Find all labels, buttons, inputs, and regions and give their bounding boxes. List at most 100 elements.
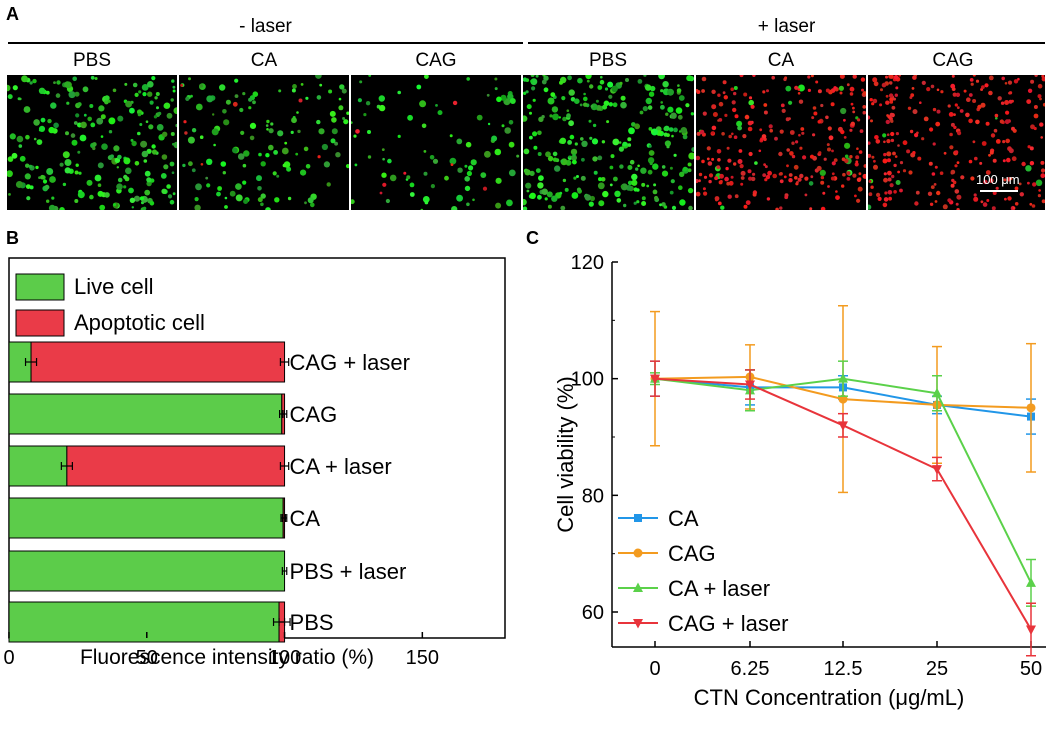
cell-speckle bbox=[742, 134, 747, 139]
cell-speckle bbox=[147, 91, 153, 97]
cell-speckle bbox=[464, 185, 471, 192]
cell-speckle bbox=[762, 173, 767, 177]
cell-speckle bbox=[957, 131, 962, 136]
cell-speckle bbox=[802, 155, 807, 160]
cell-speckle bbox=[129, 107, 135, 114]
cell-speckle bbox=[206, 183, 211, 188]
cell-speckle bbox=[82, 86, 89, 93]
cell-speckle bbox=[46, 199, 50, 203]
cell-speckle bbox=[170, 132, 175, 136]
cell-speckle bbox=[125, 167, 132, 175]
cell-speckle bbox=[501, 124, 505, 128]
cell-speckle bbox=[789, 151, 794, 156]
cell-speckle bbox=[334, 141, 338, 146]
cell-speckle bbox=[145, 120, 149, 123]
cell-speckle bbox=[743, 92, 748, 97]
cell-speckle bbox=[717, 93, 721, 97]
cell-speckle bbox=[699, 129, 705, 135]
cell-speckle bbox=[641, 182, 646, 187]
cell-speckle bbox=[965, 112, 970, 118]
cell-speckle bbox=[90, 122, 96, 128]
data-point bbox=[838, 373, 848, 383]
cell-speckle bbox=[420, 208, 424, 210]
cell-speckle bbox=[166, 184, 171, 189]
cell-speckle bbox=[172, 85, 176, 89]
cell-speckle bbox=[382, 182, 387, 187]
cell-speckle bbox=[797, 177, 802, 182]
cell-speckle bbox=[79, 134, 87, 142]
cell-speckle bbox=[723, 95, 728, 100]
cell-speckle bbox=[963, 89, 967, 93]
cell-speckle bbox=[1029, 146, 1034, 151]
panel-b-letter: B bbox=[6, 228, 19, 248]
cell-speckle bbox=[956, 194, 962, 200]
bar-live-cell bbox=[8, 393, 283, 435]
cell-speckle bbox=[480, 172, 487, 178]
cell-speckle bbox=[330, 138, 336, 144]
cell-speckle bbox=[546, 191, 553, 198]
cell-speckle bbox=[974, 156, 978, 161]
cell-speckle bbox=[1004, 119, 1010, 125]
cell-speckle bbox=[1007, 80, 1013, 85]
cell-speckle bbox=[547, 204, 552, 209]
cell-speckle bbox=[883, 152, 887, 157]
cell-speckle bbox=[956, 208, 960, 210]
legend-label: CAG + laser bbox=[668, 611, 788, 636]
cell-speckle bbox=[736, 120, 743, 127]
cell-speckle bbox=[696, 155, 701, 161]
cell-speckle bbox=[831, 149, 834, 153]
cell-speckle bbox=[661, 165, 666, 169]
cell-speckle bbox=[24, 173, 31, 180]
cell-speckle bbox=[1039, 122, 1044, 127]
cell-speckle bbox=[56, 80, 61, 85]
cell-speckle bbox=[765, 174, 771, 180]
cell-speckle bbox=[561, 96, 566, 101]
panel-a-letter: A bbox=[6, 4, 19, 24]
cell-speckle bbox=[748, 151, 753, 157]
cell-speckle bbox=[509, 98, 516, 104]
cell-speckle bbox=[620, 101, 627, 109]
cell-speckle bbox=[363, 113, 367, 117]
cell-speckle bbox=[385, 198, 390, 204]
cell-speckle bbox=[1042, 102, 1045, 107]
cell-speckle bbox=[530, 75, 535, 77]
cell-speckle bbox=[954, 164, 958, 168]
cell-speckle bbox=[929, 202, 934, 206]
cell-speckle bbox=[764, 165, 768, 169]
cell-speckle bbox=[315, 75, 322, 79]
cell-speckle bbox=[137, 131, 141, 136]
cell-speckle bbox=[687, 168, 692, 173]
cell-speckle bbox=[268, 128, 274, 134]
cell-speckle bbox=[547, 97, 555, 105]
cell-speckle bbox=[495, 177, 502, 184]
cell-speckle bbox=[328, 89, 333, 94]
cell-speckle bbox=[167, 194, 173, 199]
cell-speckle bbox=[232, 101, 238, 107]
cell-speckle bbox=[762, 90, 766, 94]
cell-speckle bbox=[702, 111, 707, 116]
cell-speckle bbox=[406, 175, 411, 180]
cell-speckle bbox=[727, 194, 732, 199]
cell-speckle bbox=[523, 77, 528, 82]
cell-speckle bbox=[451, 206, 458, 210]
bar-live-cell bbox=[8, 497, 284, 539]
cell-speckle bbox=[298, 98, 303, 103]
cell-speckle bbox=[265, 124, 269, 127]
micrograph-ca-laser bbox=[696, 75, 866, 210]
cell-speckle bbox=[160, 173, 167, 179]
cell-speckle bbox=[608, 102, 613, 107]
cell-speckle bbox=[670, 112, 677, 119]
cell-speckle bbox=[26, 196, 31, 201]
cell-speckle bbox=[764, 178, 768, 182]
cell-speckle bbox=[265, 207, 271, 210]
cell-speckle bbox=[751, 176, 756, 182]
cell-speckle bbox=[266, 119, 270, 124]
cell-speckle bbox=[526, 189, 530, 193]
cell-speckle bbox=[216, 191, 221, 197]
data-point bbox=[634, 514, 642, 522]
micrograph-cag-laser: 100 μm bbox=[868, 75, 1045, 210]
cell-speckle bbox=[18, 144, 23, 148]
cell-speckle bbox=[131, 206, 134, 209]
cell-speckle bbox=[731, 100, 736, 105]
cell-speckle bbox=[653, 183, 657, 187]
